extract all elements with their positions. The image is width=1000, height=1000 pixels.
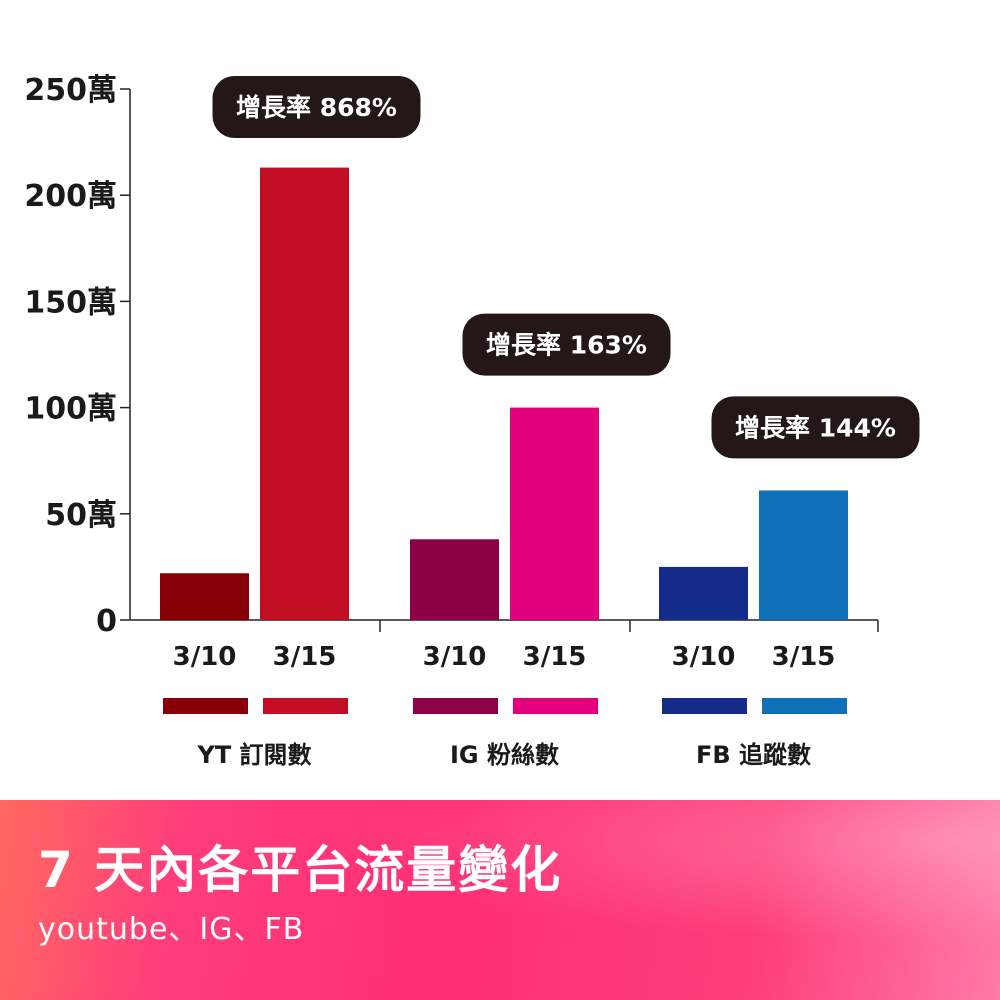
legend-swatch — [662, 698, 747, 714]
growth-bubble — [711, 396, 920, 459]
x-date-label: 3/10 — [423, 642, 487, 672]
banner-title: 7 天內各平台流量變化 — [38, 841, 563, 899]
bar-1-3-15 — [260, 167, 349, 620]
banner-subtitle: youtube、IG、FB — [38, 912, 305, 947]
x-date-label: 3/10 — [672, 642, 736, 672]
growth-bubble — [212, 76, 421, 138]
chart-svg: 250萬 200萬 150萬 100萬 50萬 0 3/10 3/15 YT 訂閱數 增長率 86… — [24, 73, 920, 769]
group-label: IG 粉絲數 — [450, 741, 559, 769]
title-banner: 7 天內各平台流量變化 youtube、IG、FB — [0, 800, 1000, 1000]
y-tick-label: 50萬 — [45, 498, 117, 533]
bar-2-3-10 — [410, 539, 499, 620]
growth-label: 增長率 144% — [735, 413, 896, 442]
x-date-label: 3/10 — [173, 642, 237, 672]
y-tick-label: 250萬 — [24, 73, 117, 108]
bar-2-3-15 — [510, 407, 599, 620]
y-tick-label: 100萬 — [24, 392, 117, 427]
x-date-label: 3/15 — [772, 642, 836, 672]
bar-3-3-10 — [659, 566, 748, 620]
x-date-label: 3/15 — [523, 642, 587, 672]
y-tick-label: 150萬 — [24, 285, 117, 320]
y-tick-label: 0 — [96, 604, 117, 639]
bar-1-3-10 — [160, 573, 249, 620]
legend-swatch — [762, 698, 847, 714]
group-label: YT 訂閱數 — [196, 741, 311, 769]
legend-swatch — [263, 698, 348, 714]
bar-3-3-15 — [759, 490, 848, 620]
x-date-label: 3/15 — [273, 642, 337, 672]
group-label: FB 追蹤數 — [696, 741, 811, 769]
growth-label: 增長率 868% — [236, 93, 397, 122]
legend-swatch — [513, 698, 598, 714]
legend-swatch — [163, 698, 248, 714]
growth-label: 增長率 163% — [486, 331, 647, 360]
y-tick-label: 200萬 — [24, 179, 117, 214]
legend-swatch — [413, 698, 498, 714]
growth-bubble — [462, 313, 671, 376]
chart: 250萬 200萬 150萬 100萬 50萬 0 3/10 3/15 YT 訂閱數 增長率 86… — [24, 73, 920, 769]
